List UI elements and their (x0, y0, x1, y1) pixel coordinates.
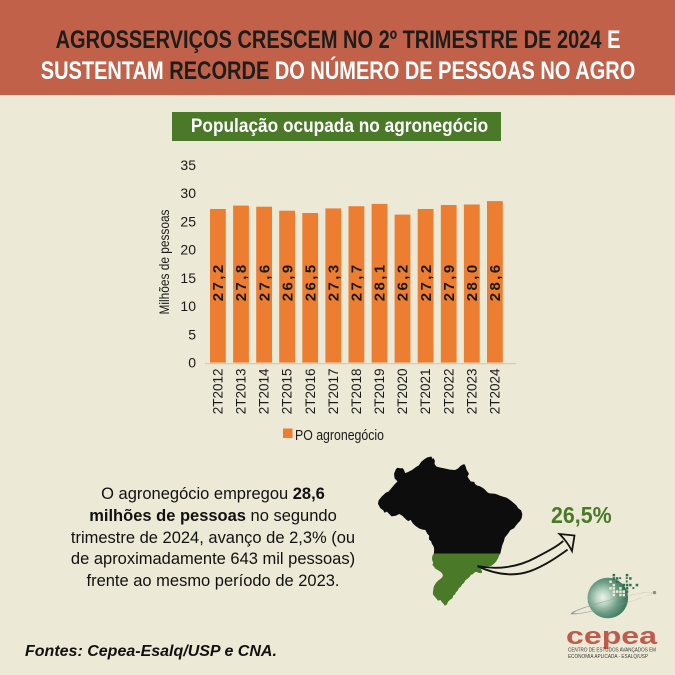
svg-text:2T2014: 2T2014 (257, 368, 272, 414)
svg-text:28,1: 28,1 (372, 265, 389, 302)
svg-text:Milhões de pessoas: Milhões de pessoas (156, 210, 172, 315)
svg-text:27,3: 27,3 (326, 265, 343, 302)
svg-text:26,2: 26,2 (395, 265, 412, 302)
svg-text:0: 0 (188, 355, 196, 371)
svg-text:2T2015: 2T2015 (280, 369, 295, 415)
svg-text:15: 15 (180, 270, 196, 286)
svg-text:2T2021: 2T2021 (418, 369, 433, 415)
svg-text:2T2019: 2T2019 (372, 369, 387, 415)
svg-text:26,9: 26,9 (279, 265, 296, 302)
svg-text:CENTRO DE ESTUDOS AVANÇADOS EM: CENTRO DE ESTUDOS AVANÇADOS EM (568, 648, 656, 654)
svg-text:2T2012: 2T2012 (211, 369, 226, 415)
svg-text:20: 20 (180, 242, 196, 258)
svg-text:2T2023: 2T2023 (464, 369, 479, 415)
svg-text:35: 35 (180, 157, 196, 173)
svg-text:26,5: 26,5 (302, 265, 319, 302)
svg-text:2T2016: 2T2016 (303, 369, 318, 415)
svg-text:27,8: 27,8 (233, 265, 250, 302)
svg-text:28,0: 28,0 (464, 265, 481, 302)
svg-text:27,7: 27,7 (349, 265, 366, 302)
svg-text:27,2: 27,2 (210, 265, 227, 302)
svg-text:27,6: 27,6 (256, 265, 273, 302)
svg-text:2T2024: 2T2024 (488, 368, 503, 414)
svg-text:25: 25 (180, 213, 196, 229)
svg-text:2T2022: 2T2022 (441, 369, 456, 415)
svg-text:2T2020: 2T2020 (395, 369, 410, 415)
svg-text:27,9: 27,9 (441, 265, 458, 302)
svg-text:2T2018: 2T2018 (349, 369, 364, 415)
svg-text:cepea: cepea (566, 623, 658, 650)
svg-text:5: 5 (188, 326, 196, 342)
svg-text:30: 30 (180, 185, 196, 201)
svg-text:PO agronegócio: PO agronegócio (295, 428, 384, 444)
svg-text:2T2013: 2T2013 (234, 369, 249, 415)
svg-text:28,6: 28,6 (487, 265, 504, 301)
svg-text:ECONOMIA APLICADA - ESALQ/USP: ECONOMIA APLICADA - ESALQ/USP (568, 654, 648, 660)
svg-text:2T2017: 2T2017 (326, 369, 341, 415)
svg-text:27,2: 27,2 (418, 265, 435, 302)
svg-text:10: 10 (180, 298, 196, 314)
